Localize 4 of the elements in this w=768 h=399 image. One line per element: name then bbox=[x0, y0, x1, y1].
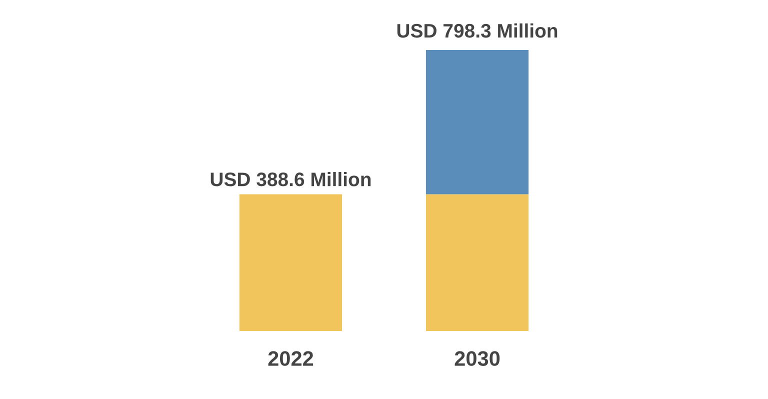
x-tick-label: 2022 bbox=[268, 351, 314, 366]
x-tick-label: 2030 bbox=[454, 351, 500, 366]
total-label: USD 388.6 Million bbox=[210, 172, 371, 186]
total-label: USD 798.3 Million bbox=[397, 23, 558, 38]
